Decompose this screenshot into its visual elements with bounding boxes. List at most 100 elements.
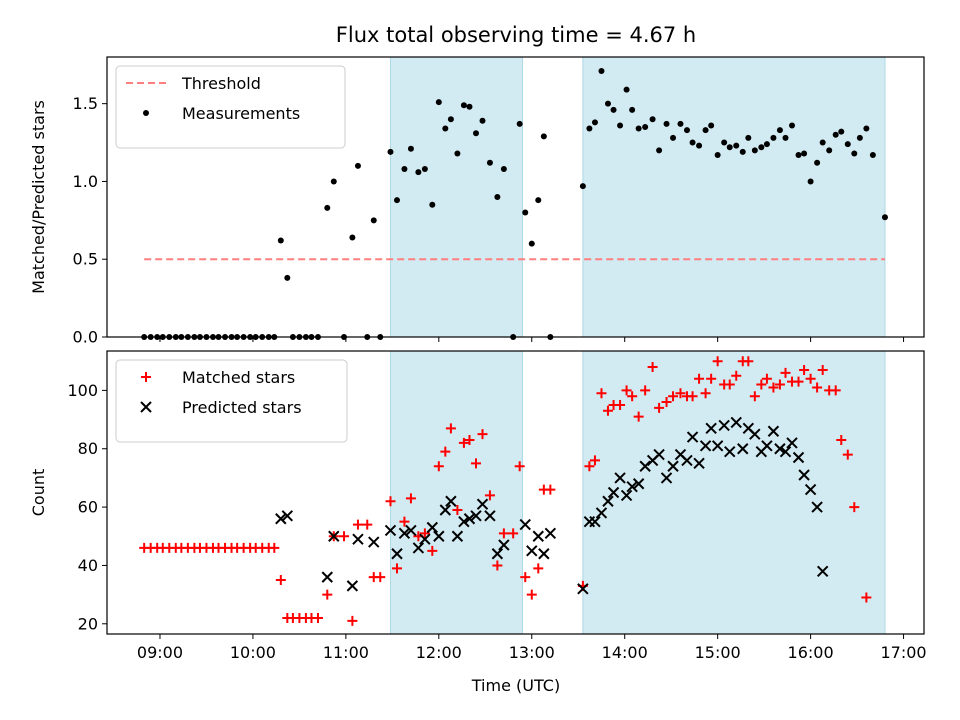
data-point: [849, 502, 860, 513]
data-point: [758, 144, 765, 151]
data-point: [451, 530, 464, 542]
x-tick-label: 11:00: [323, 643, 369, 662]
observing-span: [582, 350, 886, 635]
data-point: [281, 510, 294, 522]
data-point: [687, 391, 698, 402]
data-point: [604, 100, 611, 107]
data-point: [702, 127, 709, 134]
data-point: [458, 437, 469, 448]
data-point: [384, 524, 397, 537]
data-point: [711, 440, 724, 452]
data-point: [799, 364, 810, 375]
panel-1: 0.0 0.5 1.0 1.5 Matched/Predicted stars Thres…: [29, 56, 925, 347]
data-point: [721, 139, 728, 146]
data-point: [614, 472, 626, 484]
data-point: [610, 106, 617, 113]
data-point: [842, 449, 853, 460]
data-point: [693, 457, 705, 470]
data-point: [726, 144, 733, 151]
data-point: [789, 122, 796, 129]
data-point: [620, 489, 633, 502]
data-point: [632, 478, 645, 490]
data-point: [626, 480, 638, 493]
data-point: [663, 120, 670, 127]
data-point: [700, 388, 711, 399]
data-point: [699, 440, 712, 452]
data-point: [508, 528, 519, 539]
data-point: [844, 141, 851, 148]
data-point: [491, 548, 504, 560]
data-point: [792, 451, 805, 464]
data-point: [405, 493, 416, 504]
data-point: [591, 119, 598, 126]
data-point: [869, 152, 876, 158]
data-point: [649, 116, 656, 123]
data-point: [694, 373, 705, 384]
data-point: [426, 521, 439, 534]
legend-box: [115, 65, 346, 149]
data-point: [275, 513, 287, 525]
data-point: [807, 178, 814, 185]
data-point: [454, 150, 461, 157]
data-point: [540, 133, 547, 140]
observing-span: [389, 56, 523, 338]
data-point: [774, 443, 786, 455]
data-point: [602, 405, 613, 416]
data-point: [484, 510, 496, 522]
data-point: [419, 533, 431, 545]
data-point: [500, 166, 507, 172]
data-point: [615, 399, 626, 410]
data-point: [635, 125, 642, 132]
data-point: [675, 388, 686, 399]
y-tick-label: 100: [67, 381, 98, 400]
data-point: [767, 425, 780, 437]
data-point: [470, 510, 482, 522]
chart-title: Flux total observing time = 4.67 h: [336, 23, 696, 47]
data-point: [526, 545, 538, 557]
data-point: [677, 120, 684, 127]
data-point: [653, 448, 665, 461]
data-point: [801, 150, 808, 157]
data-point: [520, 572, 531, 583]
data-point: [812, 382, 823, 393]
data-point: [661, 397, 672, 408]
y-axis-label: Matched/Predicted stars: [29, 100, 48, 294]
series-predicted-stars: [275, 416, 829, 595]
data-point: [670, 134, 677, 141]
y-tick-label: 20: [78, 614, 98, 633]
data-point: [339, 531, 350, 542]
data-point: [596, 388, 607, 399]
data-point: [584, 461, 595, 472]
y-tick-label: 40: [78, 556, 98, 575]
panel-2: 20 40 60 80 100 09:00 10:00 11:00 12:00 13:00 14:0…: [29, 350, 927, 662]
data-point: [730, 416, 742, 429]
data-point: [346, 580, 359, 592]
series-matched-stars: [139, 356, 872, 626]
data-point: [724, 379, 735, 390]
legend-label: Threshold: [181, 74, 261, 93]
data-point: [435, 99, 442, 106]
data-point: [535, 197, 542, 204]
data-point: [433, 530, 445, 542]
data-point: [526, 589, 537, 600]
data-point: [863, 125, 870, 132]
data-point: [586, 125, 593, 132]
x-tick-label: 16:00: [788, 643, 834, 662]
data-point: [391, 548, 403, 560]
observing-span: [389, 350, 523, 635]
data-point: [786, 437, 798, 449]
data-point: [816, 565, 829, 577]
legend-box: [115, 359, 348, 443]
data-point: [660, 472, 673, 484]
data-point: [598, 68, 605, 74]
data-point: [321, 571, 333, 583]
data-point: [881, 214, 888, 221]
data-point: [484, 490, 495, 501]
x-tick-label: 15:00: [695, 643, 741, 662]
data-point: [387, 148, 394, 155]
data-point: [706, 373, 717, 384]
data-point: [275, 575, 286, 586]
data-point: [466, 103, 473, 110]
data-point: [460, 102, 467, 109]
data-point: [681, 454, 693, 467]
